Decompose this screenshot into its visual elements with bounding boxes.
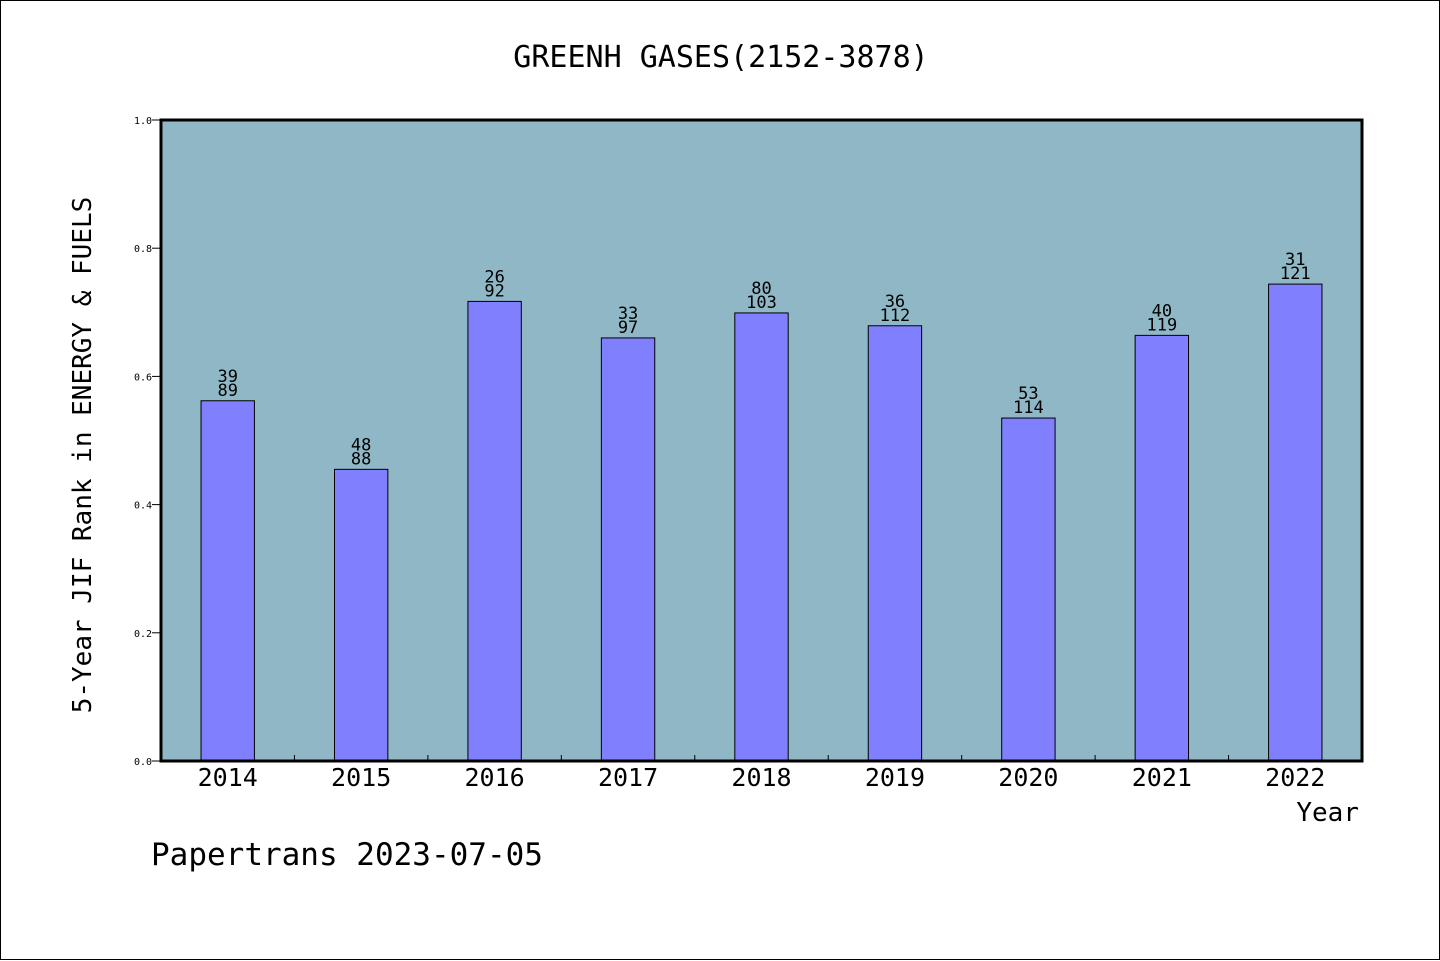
bar-total-label: 97 — [618, 318, 638, 338]
bar-total-label: 112 — [880, 306, 911, 326]
y-tick-label: 0.0 — [134, 757, 152, 768]
bar-rank-label: 40 — [1152, 301, 1172, 321]
bar-rank-label: 31 — [1285, 250, 1305, 270]
bar-total-label: 121 — [1280, 264, 1311, 284]
x-tick-label: 2021 — [1132, 763, 1192, 792]
bar-rank-label: 39 — [217, 367, 237, 387]
x-tick-label: 2020 — [998, 763, 1058, 792]
x-tick-label: 2018 — [731, 763, 791, 792]
x-axis-title: Year — [1296, 798, 1359, 828]
bar — [1001, 417, 1056, 762]
plot-border — [159, 118, 1364, 763]
x-tick-label: 2014 — [198, 763, 258, 792]
x-tick-label: 2017 — [598, 763, 658, 792]
bar-rank-label: 53 — [1018, 384, 1038, 404]
bar-total-label: 103 — [746, 293, 777, 313]
bar-total-label: 88 — [351, 449, 371, 469]
footer-note: Papertrans 2023-07-05 — [151, 837, 543, 873]
bar-rank-label: 80 — [751, 279, 771, 299]
bar-rank-label: 33 — [618, 304, 638, 324]
x-tick-label: 2015 — [331, 763, 391, 792]
y-tick-label: 0.4 — [134, 501, 152, 512]
bar-total-label: 89 — [217, 381, 237, 401]
bar — [867, 325, 923, 762]
x-axis: 2014 2015 2016 2017 2018 2019 2020 2021 2022 — [198, 755, 1325, 792]
bar — [467, 300, 522, 762]
y-tick-label: 1.0 — [134, 116, 152, 127]
x-tick-label: 2019 — [865, 763, 925, 792]
x-tick-label: 2016 — [465, 763, 525, 792]
bar-total-label: 114 — [1013, 398, 1044, 418]
x-tick-label: 2022 — [1265, 763, 1325, 792]
bar-total-label: 92 — [484, 281, 504, 301]
y-axis-title: 5-Year JIF Rank in ENERGY & FUELS — [68, 197, 98, 714]
bar-rank-label: 48 — [351, 435, 371, 455]
y-tick-label: 0.2 — [134, 629, 152, 640]
bar-rank-label: 26 — [484, 267, 504, 287]
bar — [200, 400, 255, 762]
chart-title: GREENH GASES(2152-3878) — [513, 40, 928, 75]
bar — [1268, 283, 1323, 762]
bar — [734, 312, 789, 762]
y-tick-label: 0.8 — [134, 244, 152, 255]
bar — [333, 468, 389, 762]
bar — [600, 337, 656, 762]
bar-total-label: 119 — [1146, 315, 1177, 335]
y-tick-label: 0.6 — [134, 372, 152, 383]
bars-group — [200, 283, 1323, 762]
bar — [1134, 334, 1190, 762]
bar-rank-label: 36 — [885, 292, 905, 312]
y-axis: 0.0 0.2 0.4 0.6 0.8 1.0 — [134, 116, 161, 768]
